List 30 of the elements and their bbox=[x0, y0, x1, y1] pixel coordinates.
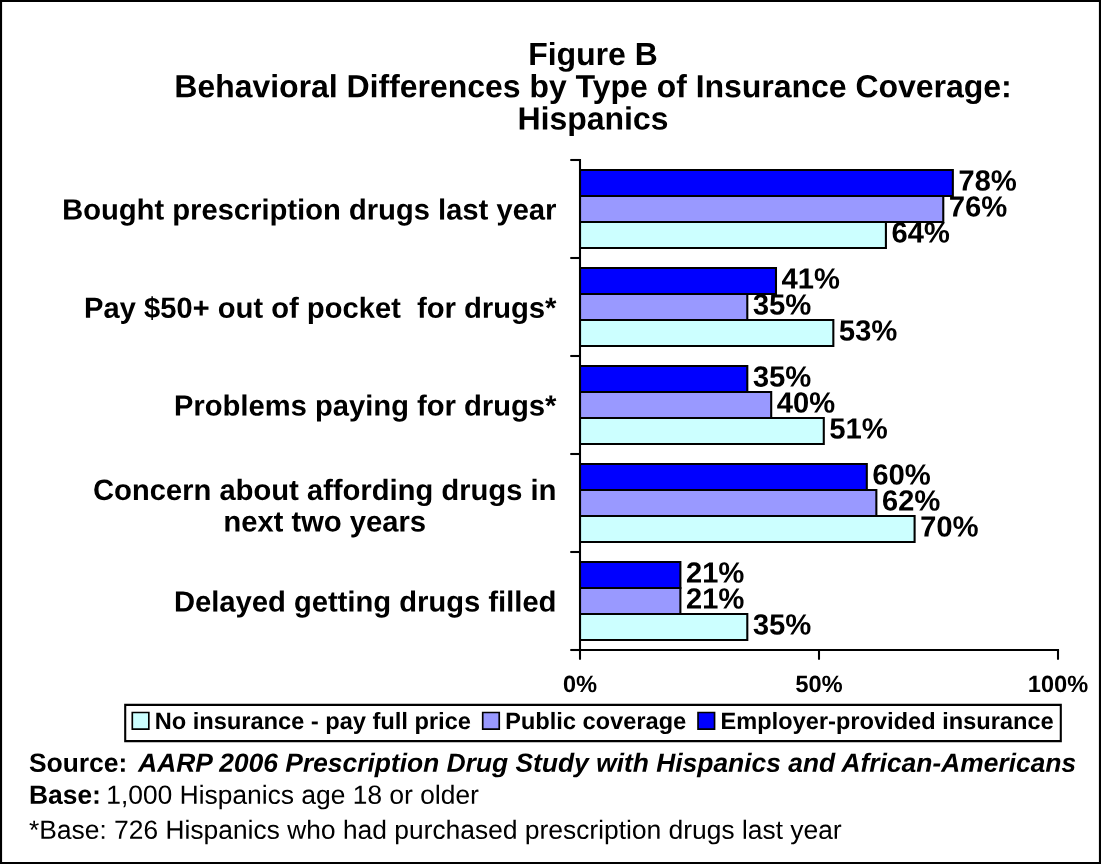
data-label: 78% bbox=[959, 170, 1016, 191]
x-tick-label: 100% bbox=[1029, 675, 1088, 693]
data-label: 64% bbox=[892, 222, 950, 243]
y-tick-label: Concern about affording drugs in next two years bbox=[94, 478, 555, 538]
y-tick-label: Problems paying for drugs* bbox=[175, 394, 557, 422]
y-tick-label: Delayed getting drugs filled bbox=[175, 590, 555, 618]
data-label: 62% bbox=[882, 490, 940, 511]
x-tick-label: 0% bbox=[563, 675, 597, 693]
data-label: 35% bbox=[753, 614, 811, 635]
data-label: 35% bbox=[753, 294, 811, 315]
source-note: Source: AARP 2006 Prescription Drug Study with Hispanics and African-Americans bbox=[29, 752, 1076, 778]
x-tick-label: 50% bbox=[796, 675, 843, 693]
text: *Base: 726 Hispanics who had purchased prescription drugs last year bbox=[29, 819, 842, 845]
legend-label: Employer-provided insurance bbox=[722, 711, 1053, 734]
data-label: 21% bbox=[686, 562, 744, 583]
data-label: 70% bbox=[921, 516, 978, 537]
chart-title: Figure B Behavioral Differences by Type of Insurance Coverage: Hispanics bbox=[176, 41, 1009, 137]
data-label: 51% bbox=[830, 418, 887, 439]
y-tick-label: Pay $50+ out of pocket for drugs* bbox=[85, 296, 557, 324]
data-label: 41% bbox=[781, 268, 840, 289]
y-tick-label: Bought prescription drugs last year bbox=[64, 198, 556, 226]
data-label: 76% bbox=[950, 196, 1007, 217]
legend-label: No insurance - pay full price bbox=[156, 711, 471, 734]
data-label: 21% bbox=[686, 588, 744, 609]
data-label: 35% bbox=[753, 366, 811, 387]
text: Base: 1,000 Hispanics age 18 or older bbox=[30, 784, 479, 810]
data-label: 60% bbox=[873, 464, 930, 485]
legend-label: Public coverage bbox=[506, 711, 686, 735]
data-label: 40% bbox=[777, 392, 835, 413]
data-label: 53% bbox=[839, 320, 897, 341]
